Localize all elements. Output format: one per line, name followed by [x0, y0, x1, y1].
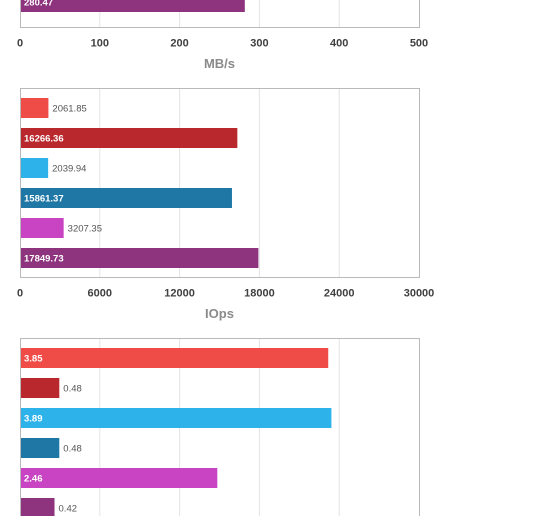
chart-1-plot-frame [20, 0, 420, 28]
chart-2-data-label: 16266.36 [24, 134, 64, 145]
chart-3-plot-frame [20, 338, 420, 516]
chart-3-bar [21, 378, 60, 398]
chart-2-tick-label: 0 [17, 288, 23, 300]
chart-1-data-label: 280.47 [24, 0, 53, 9]
chart-2-plot-frame [20, 88, 420, 278]
chart-3-data-label: 3.89 [24, 414, 43, 425]
chart-2-data-label: 17849.73 [24, 254, 64, 265]
chart-3-data-label: 0.42 [59, 504, 78, 515]
chart-2-tick-label: 12000 [164, 288, 195, 300]
chart-3-bar [21, 498, 55, 516]
chart-1-tick-label: 400 [330, 38, 348, 50]
chart-3-data-label: 0.48 [63, 384, 82, 395]
chart-3-data-label: 2.46 [24, 474, 43, 485]
chart-2-bar [21, 128, 238, 148]
chart-3-bar [21, 348, 329, 368]
chart-2-data-label: 15861.37 [24, 194, 64, 205]
chart-1-tick-label: 300 [250, 38, 268, 50]
chart-1-tick-label: 0 [17, 38, 23, 50]
chart-1-tick-label: 200 [170, 38, 188, 50]
chart-1-bar [21, 0, 245, 12]
chart-2-tick-label: 18000 [244, 288, 275, 300]
chart-2-data-label: 3207.35 [68, 224, 102, 235]
chart-2-tick-label: 30000 [404, 288, 435, 300]
chart-2-bar [21, 188, 232, 208]
chart-2-bar [21, 248, 259, 268]
chart-3-bar [21, 408, 332, 428]
chart-2-data-label: 2039.94 [52, 164, 86, 175]
chart-2-axis-title: IOps [205, 306, 234, 321]
chart-1-axis-title: MB/s [204, 56, 235, 71]
chart-2-bar [21, 158, 49, 178]
chart-2-data-label: 2061.85 [52, 104, 86, 115]
chart-2-tick-label: 24000 [324, 288, 355, 300]
chart-3-data-label: 3.85 [24, 354, 43, 365]
chart-1-tick-label: 100 [91, 38, 109, 50]
chart-1-tick-label: 500 [410, 38, 428, 50]
chart-3-bar [21, 468, 218, 488]
chart-2-bar [21, 98, 49, 118]
chart-3-data-label: 0.48 [63, 444, 82, 455]
chart-2-tick-label: 6000 [88, 288, 112, 300]
chart-3-bar [21, 438, 60, 458]
chart-2-bar [21, 218, 64, 238]
